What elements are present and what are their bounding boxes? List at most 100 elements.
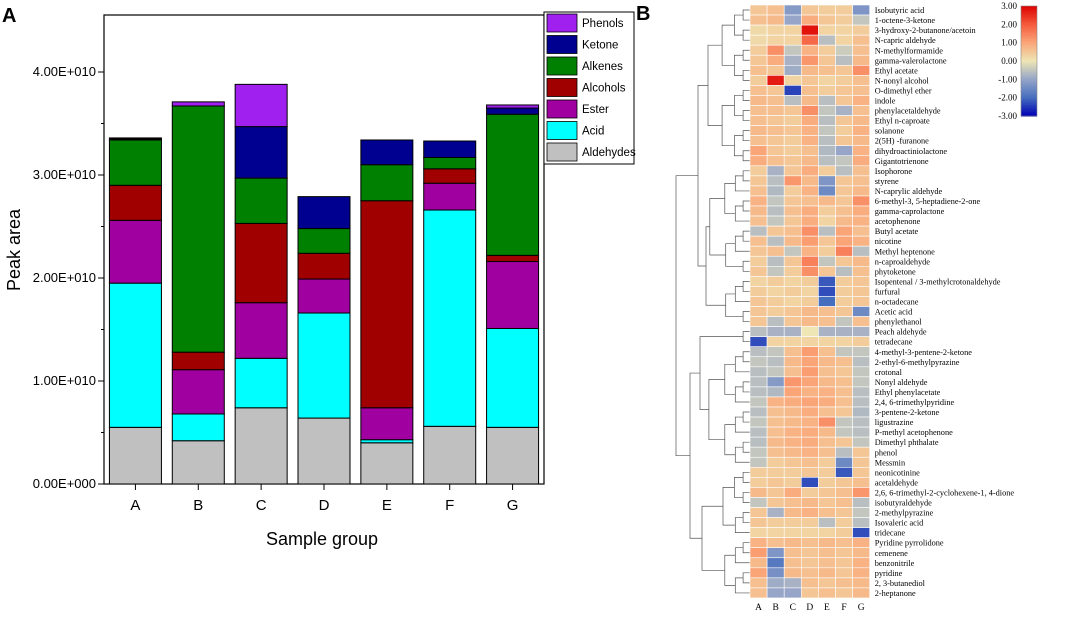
heatmap-cell xyxy=(818,356,836,368)
heatmap-cell xyxy=(818,75,836,86)
colorbar-segment xyxy=(1021,97,1037,101)
dendrogram-branch xyxy=(725,243,744,267)
heatmap-cell xyxy=(783,346,802,358)
heatmap-cell xyxy=(783,4,802,16)
row-label: 4-methyl-3-pentene-2-ketone xyxy=(875,348,973,357)
bar-ester-e xyxy=(360,407,414,441)
heatmap-cell xyxy=(800,235,819,247)
bar-alkenes-c xyxy=(234,177,288,224)
heatmap-cell xyxy=(800,456,819,468)
bar-alcohols-d xyxy=(297,252,351,280)
heatmap-cell xyxy=(818,44,836,56)
heatmap-cell xyxy=(852,497,870,508)
dendrogram-branch xyxy=(734,95,744,116)
bar-ketone-g xyxy=(486,107,540,115)
heatmap-cell xyxy=(766,34,785,46)
heatmap-cell xyxy=(852,527,870,538)
heatmap-cell xyxy=(766,155,785,167)
heatmap-cell xyxy=(852,587,870,599)
heatmap-cell xyxy=(766,376,785,388)
row-label: tetradecane xyxy=(875,338,913,347)
dendrogram-branch xyxy=(699,336,744,410)
colorbar-segment xyxy=(1021,95,1037,99)
heatmap-cell xyxy=(835,135,853,146)
heatmap-cell xyxy=(783,316,802,327)
x-tick-label: A xyxy=(130,497,140,514)
heatmap-cell xyxy=(818,396,836,408)
heatmap-cell xyxy=(800,105,819,116)
heatmap-cell xyxy=(749,436,768,448)
heatmap-cell xyxy=(783,215,802,227)
row-label: Ethyl phenylacetate xyxy=(875,388,941,397)
dendrogram-branch xyxy=(734,517,750,533)
heatmap-cell xyxy=(783,14,802,26)
heatmap-cell xyxy=(783,326,802,337)
heatmap-cell xyxy=(783,386,802,398)
heatmap-cell xyxy=(835,326,853,337)
heatmap-cell xyxy=(766,497,785,508)
heatmap-cell xyxy=(800,366,819,378)
heatmap-cell xyxy=(835,406,853,418)
heatmap-cell xyxy=(749,507,768,518)
heatmap-cell xyxy=(818,225,836,237)
heatmap-cell xyxy=(835,346,853,358)
heatmap-cell xyxy=(852,366,870,378)
row-label: styrene xyxy=(875,177,899,186)
heatmap-cell xyxy=(800,416,819,428)
heatmap-cell xyxy=(800,446,819,458)
heatmap-cell xyxy=(852,356,870,368)
column-label: C xyxy=(790,603,796,613)
colorbar-segment xyxy=(1021,66,1037,69)
heatmap-cell xyxy=(783,155,802,167)
heatmap-cell xyxy=(749,105,768,116)
heatmap-cell xyxy=(783,85,802,96)
heatmap-cell xyxy=(783,255,802,267)
heatmap-cell xyxy=(783,115,802,126)
heatmap-cell xyxy=(749,276,768,287)
heatmap-cell xyxy=(835,587,853,599)
heatmap-cell xyxy=(835,235,853,247)
row-label: Isobutyric acid xyxy=(875,6,925,15)
heatmap-cell xyxy=(852,446,870,458)
row-label: Ethyl n-caproate xyxy=(875,117,930,126)
row-label: phenylethanol xyxy=(875,318,923,327)
heatmap-cell xyxy=(818,326,836,337)
heatmap-cell xyxy=(835,296,853,307)
bar-ester-a xyxy=(108,219,162,284)
heatmap-cell xyxy=(800,386,819,398)
heatmap-cell xyxy=(852,135,870,146)
heatmap-cell xyxy=(800,175,819,187)
dendrogram-branch xyxy=(742,260,750,272)
heatmap-cell xyxy=(766,4,785,16)
heatmap-cell xyxy=(835,517,853,528)
heatmap-cell xyxy=(783,105,802,116)
legend-swatch-phenols xyxy=(546,13,578,33)
heatmap-cell xyxy=(800,306,819,317)
heatmap-cell xyxy=(818,165,836,177)
column-label: D xyxy=(806,603,813,613)
colorbar-segment xyxy=(1021,83,1037,86)
dendrogram-branch xyxy=(705,226,726,306)
heatmap-cell xyxy=(852,85,870,96)
dendrogram-branch xyxy=(734,286,750,302)
heatmap-cell xyxy=(766,537,785,549)
heatmap-cell xyxy=(852,306,870,317)
colorbar-segment xyxy=(1021,17,1037,20)
dendrogram-branch xyxy=(742,170,750,182)
bar-ketone-c xyxy=(234,126,288,179)
heatmap-cell xyxy=(766,366,785,378)
column-label: E xyxy=(824,603,830,613)
row-label: nicotine xyxy=(875,237,902,246)
colorbar-segment xyxy=(1021,72,1037,75)
legend-label-acid: Acid xyxy=(582,126,604,138)
colorbar-segment xyxy=(1021,39,1037,42)
heatmap-cell xyxy=(783,376,802,388)
colorbar-segment xyxy=(1021,84,1037,88)
dendrogram-branch xyxy=(742,281,750,292)
heatmap-cell xyxy=(749,14,768,26)
heatmap-cell xyxy=(766,185,785,197)
heatmap-cell xyxy=(835,507,853,518)
heatmap-cell xyxy=(749,557,768,569)
heatmap-cell xyxy=(766,54,785,66)
heatmap-cell xyxy=(818,527,836,538)
